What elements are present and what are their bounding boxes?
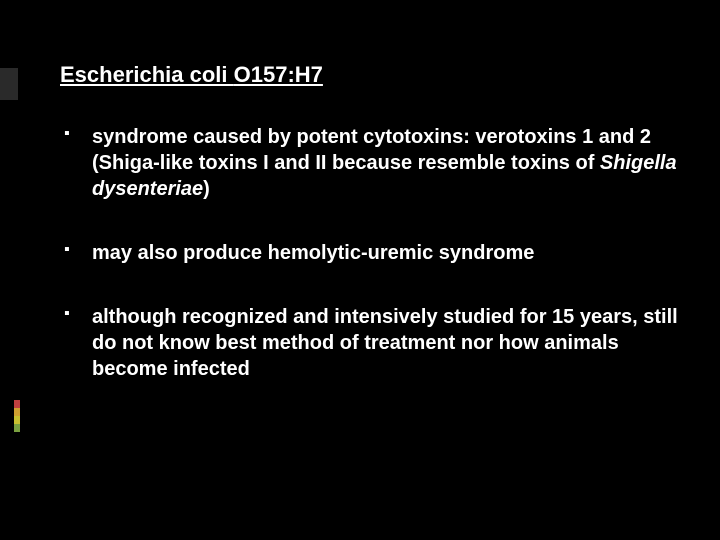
title-prefix: Escherichia coli <box>60 62 234 87</box>
bullet-text-segment: may also produce hemolytic-uremic syndro… <box>92 242 534 264</box>
title-accent-bar <box>0 68 18 100</box>
accent-swatch <box>14 416 20 424</box>
bullet-text-segment: ) <box>203 178 210 200</box>
bullet-list: syndrome caused by potent cytotoxins: ve… <box>60 124 680 382</box>
color-accent-strip <box>14 400 20 432</box>
bullet-text-segment: syndrome caused by potent cytotoxins: ve… <box>92 126 651 174</box>
bullet-item: syndrome caused by potent cytotoxins: ve… <box>92 124 680 202</box>
bullet-item: although recognized and intensively stud… <box>92 304 680 382</box>
accent-swatch <box>14 400 20 408</box>
bullet-text-segment: although recognized and intensively stud… <box>92 306 678 380</box>
slide-title: Escherichia coli O157:H7 <box>60 62 680 88</box>
slide-content: Escherichia coli O157:H7 syndrome caused… <box>60 62 680 420</box>
title-suffix: O157:H7 <box>234 62 323 87</box>
accent-swatch <box>14 424 20 432</box>
bullet-item: may also produce hemolytic-uremic syndro… <box>92 240 680 266</box>
accent-swatch <box>14 408 20 416</box>
